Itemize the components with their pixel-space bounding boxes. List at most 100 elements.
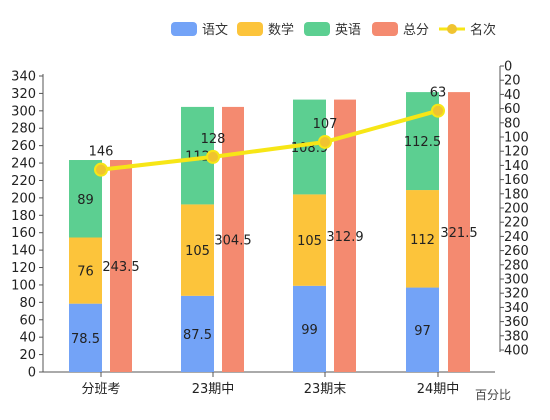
legend-label: 英语 <box>335 23 361 38</box>
rank-point-label: 107 <box>313 117 338 132</box>
bars: 78.57689243.587.5105112304.599105108.931… <box>69 92 478 372</box>
total-bar[interactable] <box>334 99 356 372</box>
left-tick-label: 180 <box>11 209 36 224</box>
legend-swatch <box>237 22 263 36</box>
right-tick-label: 320 <box>504 287 529 302</box>
total-bar[interactable] <box>448 92 470 372</box>
left-tick-label: 320 <box>11 87 36 102</box>
rank-point[interactable] <box>318 134 332 149</box>
right-tick-label: 360 <box>504 315 529 330</box>
left-tick-label: 140 <box>11 244 36 259</box>
bar-segment[interactable] <box>293 194 326 286</box>
legend-item[interactable]: 语文 <box>171 22 228 38</box>
category-label: 23期末 <box>304 382 347 397</box>
rank-point-label: 146 <box>89 145 114 160</box>
bar-segment[interactable] <box>69 237 102 304</box>
right-tick-label: 100 <box>504 131 529 146</box>
left-tick-label: 340 <box>11 70 36 85</box>
left-tick-label: 200 <box>11 191 36 206</box>
bar-segment-label: 112.5 <box>404 135 441 150</box>
right-tick-label: 0 <box>504 60 512 75</box>
right-tick-label: 340 <box>504 301 529 316</box>
category-label: 24期中 <box>417 382 460 397</box>
left-tick-label: 80 <box>19 296 36 311</box>
legend-marker-swatch <box>447 24 457 34</box>
left-tick-label: 280 <box>11 122 36 137</box>
bar-segment[interactable] <box>406 190 439 288</box>
bar-segment-label: 78.5 <box>71 332 100 347</box>
rank-point-label: 128 <box>201 132 226 147</box>
left-y-axis: 0 20 40 60 80 100 120 140 160 180 200 220 240 260 280 3… <box>11 70 44 381</box>
rank-line-path <box>100 108 439 172</box>
legend[interactable]: 语文 数学 英语 总分 名次 <box>171 22 496 38</box>
legend-item[interactable]: 名次 <box>439 22 496 38</box>
right-tick-label: 40 <box>504 88 521 103</box>
bar-segment-label: 99 <box>301 323 318 338</box>
legend-item[interactable]: 数学 <box>237 22 294 38</box>
left-tick-label: 240 <box>11 157 36 172</box>
right-tick-label: 120 <box>504 145 529 160</box>
bar-segment[interactable] <box>406 287 439 372</box>
category-label: 分班考 <box>81 382 120 397</box>
left-tick-label: 100 <box>11 278 36 293</box>
x-axis: 分班考 23期中 23期末 24期中 <box>43 371 495 397</box>
bar-segment-label: 105 <box>185 244 210 259</box>
bar-segment-label: 97 <box>414 324 431 339</box>
right-tick-label: 280 <box>504 258 529 273</box>
total-bar-label: 312.9 <box>326 230 363 245</box>
legend-swatch <box>372 22 398 36</box>
left-tick-label: 300 <box>11 104 36 119</box>
legend-label: 名次 <box>470 22 496 38</box>
legend-label: 语文 <box>202 23 228 38</box>
rank-point[interactable] <box>94 162 108 177</box>
legend-swatch <box>304 22 330 36</box>
total-bar[interactable] <box>222 106 244 372</box>
bar-segment-label: 112 <box>410 233 435 248</box>
legend-item[interactable]: 总分 <box>372 22 429 38</box>
left-tick-label: 160 <box>11 226 36 241</box>
rank-point[interactable] <box>206 149 220 164</box>
bar-segment[interactable] <box>293 285 326 372</box>
right-tick-label: 380 <box>504 329 529 344</box>
total-bar-label: 321.5 <box>440 226 477 241</box>
total-bar-label: 304.5 <box>214 233 251 248</box>
right-tick-label: 240 <box>504 230 529 245</box>
rank-line: 146 128 107 63 <box>89 86 447 177</box>
total-bar[interactable] <box>110 160 132 372</box>
right-tick-label: 160 <box>504 173 529 188</box>
bar-segment[interactable] <box>181 204 214 296</box>
right-tick-label: 80 <box>504 116 521 131</box>
bar-segment-label: 105 <box>297 234 322 249</box>
right-tick-label: 200 <box>504 202 529 217</box>
rank-point-label: 63 <box>430 86 447 101</box>
bar-segment-label: 76 <box>77 265 94 280</box>
legend-swatch <box>171 22 197 36</box>
bar-segment[interactable] <box>69 303 102 372</box>
right-tick-label: 400 <box>504 344 529 359</box>
left-tick-label: 20 <box>19 348 36 363</box>
right-y-axis: 0204060801001201401601802002202402602803… <box>499 60 529 359</box>
legend-label: 数学 <box>268 22 294 38</box>
bar-segment-label: 89 <box>77 193 94 208</box>
x-axis-title: 百分比 <box>475 388 511 402</box>
category-label: 23期中 <box>192 382 235 397</box>
right-tick-label: 220 <box>504 216 529 231</box>
left-tick-label: 40 <box>19 331 36 346</box>
bar-segment[interactable] <box>181 295 214 372</box>
right-tick-label: 260 <box>504 244 529 259</box>
total-bar-label: 243.5 <box>102 260 139 275</box>
left-tick-label: 120 <box>11 261 36 276</box>
left-tick-label: 260 <box>11 139 36 154</box>
right-tick-label: 180 <box>504 187 529 202</box>
right-tick-label: 60 <box>504 102 521 117</box>
bar-segment-label: 87.5 <box>183 328 212 343</box>
left-tick-label: 0 <box>28 366 36 381</box>
legend-item[interactable]: 英语 <box>304 22 361 38</box>
right-tick-label: 300 <box>504 273 529 288</box>
right-tick-label: 20 <box>504 74 521 89</box>
left-tick-label: 60 <box>19 313 36 328</box>
rank-point[interactable] <box>431 103 445 118</box>
legend-label: 总分 <box>403 23 429 38</box>
right-tick-label: 140 <box>504 159 529 174</box>
